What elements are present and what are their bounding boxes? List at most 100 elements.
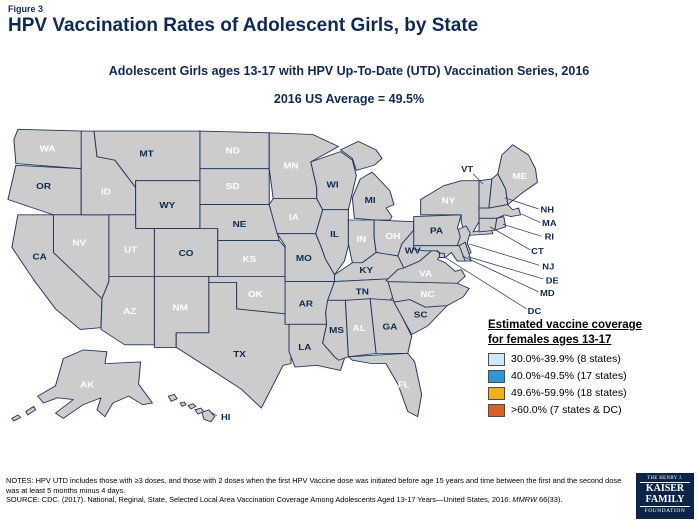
state-label-AZ: AZ xyxy=(123,307,137,316)
legend-item: 30.0%-39.9% (8 states) xyxy=(488,352,696,366)
state-label-NC: NC xyxy=(420,290,435,299)
leader-line-MD xyxy=(462,255,539,293)
state-label-ME: ME xyxy=(512,172,527,181)
us-choropleth-map: WA OR CA NV ID MT WY UT CO AZ NM ND SD N… xyxy=(7,128,559,423)
state-label-PA: PA xyxy=(430,226,443,235)
leader-lines xyxy=(209,173,544,417)
leader-line-NH xyxy=(504,197,539,210)
state-label-HI: HI xyxy=(221,413,230,422)
legend-swatch-cat3 xyxy=(488,386,505,400)
state-label-VT: VT xyxy=(461,165,474,174)
state-DC xyxy=(438,252,445,259)
us-average-label: 2016 US Average = 49.5% xyxy=(273,92,425,106)
legend-swatch-cat2 xyxy=(488,369,505,383)
state-label-IN: IN xyxy=(356,235,366,244)
states-layer xyxy=(7,128,538,423)
state-ME xyxy=(497,144,538,206)
state-label-SD: SD xyxy=(226,182,240,191)
state-label-MA: MA xyxy=(542,219,557,228)
source-prefix: SOURCE: CDC. (2017). National, Reginal, … xyxy=(6,495,513,505)
state-label-WY: WY xyxy=(159,201,176,210)
state-label-MO: MO xyxy=(296,254,312,263)
legend-label-cat1: 30.0%-39.9% (8 states) xyxy=(511,353,621,366)
state-label-DC: DC xyxy=(528,307,542,316)
state-TX xyxy=(175,281,292,409)
source-suffix: 66(33). xyxy=(536,495,563,505)
state-label-TN: TN xyxy=(356,287,370,296)
state-label-FL: FL xyxy=(398,380,410,389)
subtitle: Adolescent Girls ages 13-17 with HPV Up-… xyxy=(108,64,590,78)
state-label-OK: OK xyxy=(248,290,263,299)
state-GA xyxy=(369,298,413,354)
state-label-AL: AL xyxy=(353,324,367,333)
state-label-VA: VA xyxy=(419,269,432,278)
leader-line-MA xyxy=(521,213,541,223)
kff-logo-line1: THE HENRY J. xyxy=(640,473,690,483)
state-labels-layer: WA OR CA NV ID MT WY UT CO AZ NM ND SD N… xyxy=(32,144,558,422)
state-MI xyxy=(339,140,395,221)
leader-line-HI xyxy=(209,411,218,417)
state-label-ID: ID xyxy=(101,187,111,196)
legend-swatch-cat4 xyxy=(488,403,505,417)
state-label-NE: NE xyxy=(233,219,247,228)
page-title: HPV Vaccination Rates of Adolescent Girl… xyxy=(8,15,479,36)
kff-logo-line4: FOUNDATION xyxy=(640,506,690,514)
state-label-TX: TX xyxy=(233,349,247,358)
state-label-ND: ND xyxy=(225,146,240,155)
kff-logo-line3: FAMILY xyxy=(645,493,685,505)
leader-line-NJ xyxy=(469,243,540,266)
notes-text: NOTES: HPV UTD includes those with ≥3 do… xyxy=(6,476,622,495)
state-label-WV: WV xyxy=(405,246,422,255)
state-label-CT: CT xyxy=(531,247,544,256)
state-MD xyxy=(413,245,466,262)
state-label-MI: MI xyxy=(365,195,376,204)
legend-label-cat3: 49.6%-59.9% (18 states) xyxy=(511,387,627,400)
state-label-SC: SC xyxy=(414,310,428,319)
state-label-NJ: NJ xyxy=(542,262,554,271)
state-label-NH: NH xyxy=(541,205,555,214)
legend-item: 49.6%-59.9% (18 states) xyxy=(488,386,696,400)
legend-label-cat2: 40.0%-49.5% (17 states) xyxy=(511,370,627,383)
source-journal: MMRW xyxy=(512,495,537,505)
leader-line-CT xyxy=(489,226,531,251)
leader-line-DE xyxy=(468,256,544,280)
state-label-KS: KS xyxy=(243,254,257,263)
state-label-LA: LA xyxy=(298,343,312,352)
state-label-NM: NM xyxy=(172,303,188,312)
state-NC xyxy=(387,281,470,308)
state-label-OR: OR xyxy=(36,182,51,191)
footnotes: NOTES: HPV UTD includes those with ≥3 do… xyxy=(6,476,634,505)
state-label-MT: MT xyxy=(139,149,154,158)
state-label-KY: KY xyxy=(359,266,374,275)
state-label-AK: AK xyxy=(80,380,95,389)
legend-title: Estimated vaccine coverage for females a… xyxy=(488,318,696,348)
state-label-MS: MS xyxy=(329,325,344,334)
state-label-CO: CO xyxy=(179,249,194,258)
state-label-UT: UT xyxy=(124,245,138,254)
state-FL xyxy=(347,352,423,418)
state-RI xyxy=(494,216,507,231)
state-label-GA: GA xyxy=(383,322,398,331)
leader-line-RI xyxy=(502,223,542,237)
state-label-DE: DE xyxy=(546,276,559,285)
kff-logo: THE HENRY J. KAISER FAMILY FOUNDATION xyxy=(636,473,694,519)
map-legend: Estimated vaccine coverage for females a… xyxy=(488,318,696,421)
state-label-IA: IA xyxy=(289,213,299,222)
state-HI xyxy=(167,393,216,423)
state-label-WA: WA xyxy=(40,144,56,153)
kff-logo-line2: KAISER xyxy=(645,483,685,494)
state-CT xyxy=(478,217,498,233)
legend-label-cat4: >60.0% (7 states & DC) xyxy=(511,404,622,417)
state-AK xyxy=(11,349,153,422)
state-label-MN: MN xyxy=(283,161,299,170)
state-label-RI: RI xyxy=(545,232,554,241)
leader-line-DC xyxy=(445,257,527,310)
state-label-NV: NV xyxy=(72,238,87,247)
leader-line-VT xyxy=(472,173,484,185)
legend-swatch-cat1 xyxy=(488,352,505,366)
state-label-IL: IL xyxy=(330,230,339,239)
state-label-WI: WI xyxy=(327,180,339,189)
state-label-MD: MD xyxy=(540,289,555,298)
figure-label: Figure 3 xyxy=(8,4,44,14)
legend-title-line1: Estimated vaccine coverage xyxy=(488,319,643,331)
